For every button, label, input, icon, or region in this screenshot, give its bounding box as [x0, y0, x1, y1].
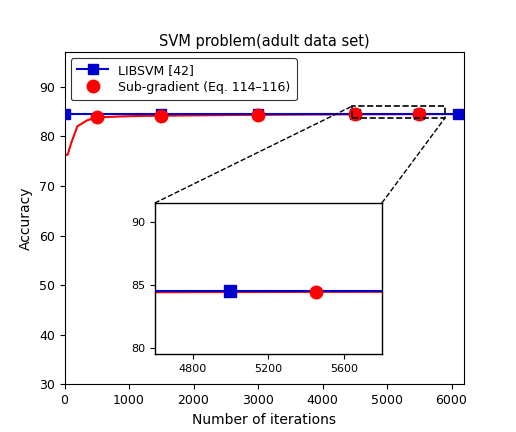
Sub-gradient (Eq. 114–116): [94, 115, 100, 120]
Line: Sub-gradient (Eq. 114–116): Sub-gradient (Eq. 114–116): [90, 108, 426, 124]
Sub-gradient (Eq. 114–116): [416, 111, 422, 117]
LIBSVM [42]: [158, 111, 164, 117]
X-axis label: Number of iterations: Number of iterations: [192, 413, 336, 427]
Sub-gradient (Eq. 114–116): [158, 113, 164, 118]
LIBSVM [42]: [455, 111, 461, 117]
Line: LIBSVM [42]: LIBSVM [42]: [60, 109, 463, 119]
Y-axis label: Accuracy: Accuracy: [19, 187, 33, 250]
LIBSVM [42]: [255, 111, 261, 117]
Title: SVM problem(adult data set): SVM problem(adult data set): [159, 34, 370, 49]
Sub-gradient (Eq. 114–116): [352, 112, 358, 117]
LIBSVM [42]: [416, 111, 422, 117]
LIBSVM [42]: [61, 111, 68, 117]
Legend: LIBSVM [42], Sub-gradient (Eq. 114–116): LIBSVM [42], Sub-gradient (Eq. 114–116): [71, 58, 297, 100]
LIBSVM [42]: [352, 111, 358, 117]
Sub-gradient (Eq. 114–116): [255, 112, 261, 118]
Bar: [351, 106, 445, 118]
